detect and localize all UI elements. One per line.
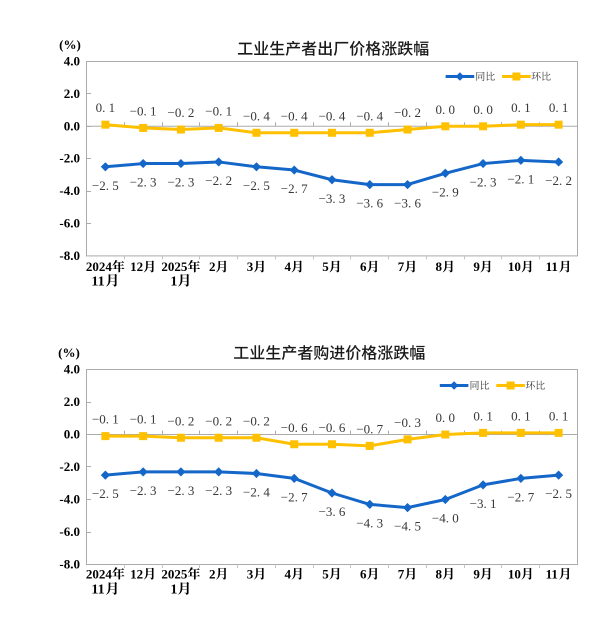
svg-text:−0. 7: −0. 7: [356, 421, 383, 436]
svg-text:9: 9: [473, 566, 480, 581]
svg-text:−0. 4: −0. 4: [356, 108, 383, 123]
svg-text:-4.0: -4.0: [59, 183, 80, 198]
svg-text:−0. 2: −0. 2: [243, 413, 270, 428]
svg-text:-8.0: -8.0: [59, 557, 80, 572]
svg-text:−2. 5: −2. 5: [92, 178, 119, 193]
svg-text:-6.0: -6.0: [59, 524, 80, 539]
svg-text:12: 12: [130, 566, 143, 581]
svg-text:−3. 3: −3. 3: [319, 191, 346, 206]
svg-text:2: 2: [209, 259, 216, 274]
svg-text:−2. 5: −2. 5: [545, 486, 572, 501]
svg-text:0. 1: 0. 1: [549, 408, 569, 423]
svg-text:4: 4: [284, 259, 291, 274]
svg-text:-2.0: -2.0: [59, 151, 80, 166]
svg-text:−4. 5: −4. 5: [394, 519, 421, 534]
svg-text:0. 1: 0. 1: [511, 100, 531, 115]
svg-text:-8.0: -8.0: [59, 248, 80, 263]
svg-text:2: 2: [209, 566, 216, 581]
svg-text:−2. 1: −2. 1: [507, 171, 534, 186]
svg-text:9: 9: [473, 259, 480, 274]
svg-text:0. 1: 0. 1: [549, 100, 569, 115]
svg-text:-4.0: -4.0: [59, 492, 80, 507]
svg-text:6: 6: [360, 566, 367, 581]
svg-text:0.0: 0.0: [64, 427, 80, 442]
svg-text:−3. 6: −3. 6: [356, 196, 383, 211]
svg-text:11: 11: [91, 274, 104, 289]
svg-text:2025: 2025: [161, 566, 188, 581]
svg-text:−2. 5: −2. 5: [92, 486, 119, 501]
svg-text:−2. 7: −2. 7: [281, 489, 308, 504]
svg-text:−0. 2: −0. 2: [167, 105, 194, 120]
svg-text:−0. 4: −0. 4: [319, 108, 346, 123]
svg-text:−0. 2: −0. 2: [205, 413, 232, 428]
svg-text:0. 1: 0. 1: [96, 100, 116, 115]
svg-text:11: 11: [546, 259, 558, 274]
svg-text:6: 6: [360, 259, 367, 274]
svg-text:2024: 2024: [86, 259, 113, 274]
svg-text:2024: 2024: [86, 566, 113, 581]
svg-text:1: 1: [170, 583, 177, 598]
svg-text:8: 8: [436, 566, 443, 581]
svg-text:4: 4: [284, 566, 291, 581]
svg-text:0.0: 0.0: [64, 118, 80, 133]
svg-text:−0. 6: −0. 6: [319, 420, 346, 435]
svg-text:−0. 1: −0. 1: [205, 103, 232, 118]
svg-text:0. 0: 0. 0: [436, 102, 456, 117]
svg-text:−4. 3: −4. 3: [356, 515, 383, 530]
svg-text:−3. 6: −3. 6: [394, 196, 421, 211]
svg-text:−0. 4: −0. 4: [243, 108, 270, 123]
svg-text:−2. 3: −2. 3: [167, 175, 194, 190]
svg-text:11: 11: [91, 583, 104, 598]
svg-text:−3. 6: −3. 6: [319, 504, 346, 519]
svg-text:5: 5: [322, 259, 329, 274]
svg-text:2.0: 2.0: [64, 394, 80, 409]
svg-text:-6.0: -6.0: [59, 216, 80, 231]
svg-text:−0. 2: −0. 2: [394, 105, 421, 120]
svg-text:−3. 1: −3. 1: [470, 496, 497, 511]
svg-text:4.0: 4.0: [64, 54, 80, 69]
svg-text:−2. 2: −2. 2: [545, 173, 572, 188]
svg-text:0. 0: 0. 0: [473, 102, 493, 117]
svg-text:0. 1: 0. 1: [473, 408, 493, 423]
svg-text:(%): (%): [58, 345, 80, 360]
svg-text:7: 7: [398, 566, 405, 581]
svg-text:−2. 9: −2. 9: [432, 184, 459, 199]
svg-text:(%): (%): [59, 37, 81, 52]
svg-text:−2. 7: −2. 7: [281, 181, 308, 196]
svg-text:11: 11: [546, 566, 558, 581]
svg-text:−0. 1: −0. 1: [130, 103, 157, 118]
svg-text:3: 3: [247, 259, 254, 274]
svg-text:7: 7: [398, 259, 405, 274]
svg-text:−0. 6: −0. 6: [281, 420, 308, 435]
svg-text:−2. 3: −2. 3: [470, 175, 497, 190]
svg-text:−2. 3: −2. 3: [130, 175, 157, 190]
svg-text:−0. 4: −0. 4: [281, 108, 308, 123]
svg-text:−2. 5: −2. 5: [243, 178, 270, 193]
svg-text:−2. 3: −2. 3: [130, 483, 157, 498]
svg-text:−0. 1: −0. 1: [130, 412, 157, 427]
svg-text:2.0: 2.0: [64, 86, 80, 101]
svg-text:−2. 7: −2. 7: [507, 489, 534, 504]
svg-text:12: 12: [130, 259, 143, 274]
svg-text:3: 3: [247, 566, 254, 581]
svg-text:−2. 3: −2. 3: [205, 483, 232, 498]
svg-text:0. 1: 0. 1: [511, 408, 531, 423]
svg-text:−4. 0: −4. 0: [432, 511, 459, 526]
svg-text:−0. 3: −0. 3: [394, 415, 421, 430]
svg-text:8: 8: [436, 259, 443, 274]
svg-text:1: 1: [170, 274, 177, 289]
svg-text:4.0: 4.0: [64, 362, 80, 377]
svg-text:−2. 4: −2. 4: [243, 485, 270, 500]
svg-text:5: 5: [322, 566, 329, 581]
svg-text:−2. 3: −2. 3: [167, 483, 194, 498]
svg-text:-2.0: -2.0: [59, 459, 80, 474]
svg-text:10: 10: [508, 259, 521, 274]
svg-text:−2. 2: −2. 2: [205, 173, 232, 188]
svg-text:0. 0: 0. 0: [436, 410, 456, 425]
svg-text:10: 10: [508, 566, 521, 581]
svg-text:−0. 2: −0. 2: [167, 413, 194, 428]
svg-text:−0. 1: −0. 1: [92, 412, 119, 427]
svg-text:2025: 2025: [161, 259, 188, 274]
